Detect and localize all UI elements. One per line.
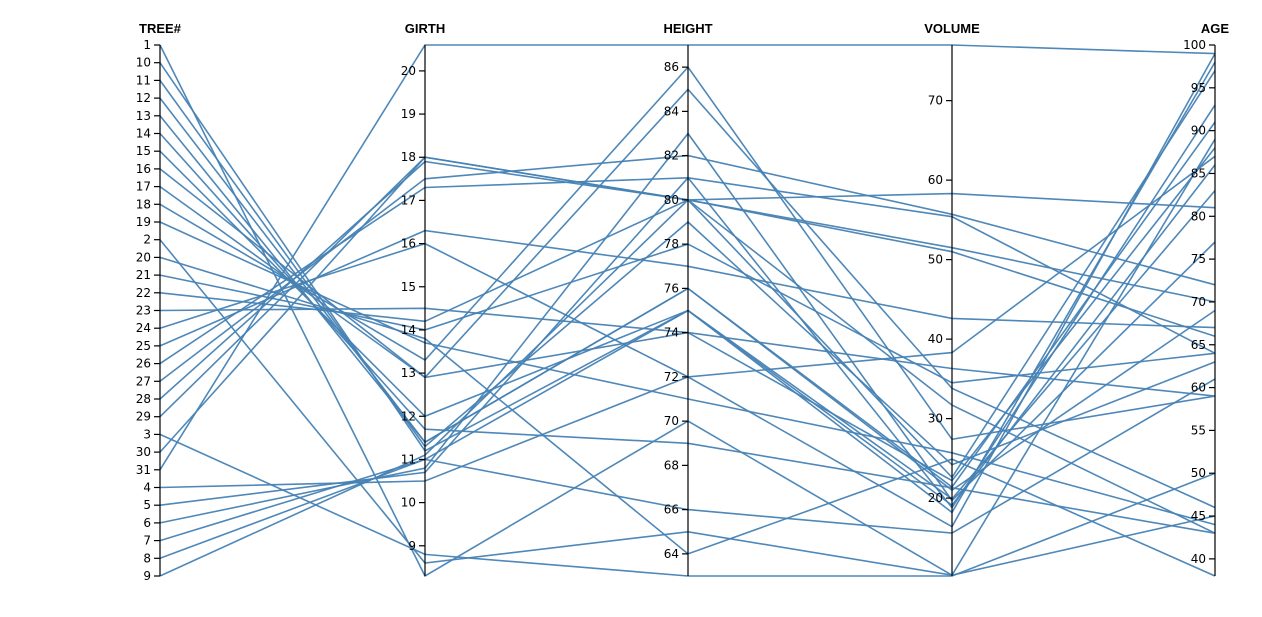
tick-label: 84: [664, 104, 679, 118]
axes-layer: TREE# 1 10 11 12 13 14 15 16 17 18 19 2 20 21 22 23 24 25 2…: [136, 21, 1230, 583]
tick-label: 12: [401, 409, 416, 423]
tick-label: 78: [664, 237, 679, 251]
tick-label: 8: [143, 551, 151, 565]
tick-label: 17: [401, 193, 416, 207]
tick-label: 45: [1191, 509, 1206, 523]
tick-label: 23: [136, 304, 151, 318]
tick-label: 50: [1191, 466, 1206, 480]
tick-label: 82: [664, 149, 679, 163]
tick-label: 9: [143, 569, 151, 583]
tick-label: 18: [136, 197, 151, 211]
tick-label: 19: [401, 107, 416, 121]
tick-label: 30: [928, 412, 943, 426]
tick-label: 64: [664, 547, 679, 561]
tick-label: 2: [143, 233, 151, 247]
tick-label: 100: [1183, 38, 1206, 52]
tick-label: 40: [928, 332, 943, 346]
tick-label: 25: [136, 339, 151, 353]
axis-age: AGE 40 45 50 55 60 65 70 75 80 85 90 95 100: [1183, 21, 1229, 576]
tick-label: 20: [928, 491, 943, 505]
axis-title-height: HEIGHT: [663, 21, 712, 36]
tick-label: 60: [928, 173, 943, 187]
tick-label: 70: [1191, 295, 1206, 309]
axis-title-tree: TREE#: [139, 21, 182, 36]
tick-label: 30: [136, 445, 151, 459]
tick-label: 12: [136, 91, 151, 105]
tick-label: 11: [136, 73, 151, 87]
tick-label: 90: [1191, 124, 1206, 138]
tick-label: 50: [928, 253, 943, 267]
tick-label: 13: [136, 109, 151, 123]
tick-label: 85: [1191, 166, 1206, 180]
tick-label: 6: [143, 516, 151, 530]
axis-height: HEIGHT 64 66 68 70 72 74 76 78 80 82 84 86: [663, 21, 713, 576]
tick-label: 66: [664, 503, 679, 517]
tick-label: 75: [1191, 252, 1206, 266]
tick-label: 5: [143, 498, 151, 512]
tick-label: 14: [136, 127, 151, 141]
tick-label: 15: [401, 280, 416, 294]
tick-label: 10: [136, 56, 151, 70]
tick-label: 1: [143, 38, 151, 52]
tick-label: 70: [664, 414, 679, 428]
tick-label: 76: [664, 281, 679, 295]
tick-label: 86: [664, 60, 679, 74]
tick-label: 17: [136, 180, 151, 194]
tick-label: 16: [136, 162, 151, 176]
tick-label: 14: [401, 323, 416, 337]
tick-label: 19: [136, 215, 151, 229]
tick-label: 24: [136, 321, 151, 335]
tick-label: 20: [401, 64, 416, 78]
axis-tree: TREE# 1 10 11 12 13 14 15 16 17 18 19 2 20 21 22 23 24 25 2…: [136, 21, 182, 583]
tick-label: 29: [136, 410, 151, 424]
tick-label: 31: [136, 463, 151, 477]
tick-label: 65: [1191, 338, 1206, 352]
axis-title-girth: GIRTH: [405, 21, 445, 36]
tick-label: 95: [1191, 81, 1206, 95]
tick-label: 80: [664, 193, 679, 207]
tick-label: 28: [136, 392, 151, 406]
tick-label: 74: [664, 326, 679, 340]
tick-label: 40: [1191, 552, 1206, 566]
tick-label: 9: [408, 539, 416, 553]
tick-label: 22: [136, 286, 151, 300]
axis-title-age: AGE: [1201, 21, 1230, 36]
tick-label: 7: [143, 534, 151, 548]
tick-label: 21: [136, 268, 151, 282]
tick-label: 13: [401, 366, 416, 380]
axis-title-volume: VOLUME: [924, 21, 980, 36]
tick-label: 11: [401, 452, 416, 466]
tick-label: 55: [1191, 423, 1206, 437]
tick-label: 20: [136, 250, 151, 264]
tick-label: 70: [928, 94, 943, 108]
tick-label: 27: [136, 374, 151, 388]
tick-label: 10: [401, 496, 416, 510]
axis-girth: GIRTH 9 10 11 12 13 14 15 16 17 18 19 20: [401, 21, 445, 576]
tick-label: 15: [136, 144, 151, 158]
tick-label: 26: [136, 357, 151, 371]
tick-label: 80: [1191, 209, 1206, 223]
tick-label: 18: [401, 150, 416, 164]
tick-label: 68: [664, 458, 679, 472]
tick-label: 3: [143, 427, 151, 441]
axis-volume: VOLUME 20 30 40 50 60 70: [924, 21, 980, 576]
tick-label: 16: [401, 237, 416, 251]
tick-label: 72: [664, 370, 679, 384]
tick-label: 60: [1191, 381, 1206, 395]
tick-label: 4: [143, 481, 151, 495]
